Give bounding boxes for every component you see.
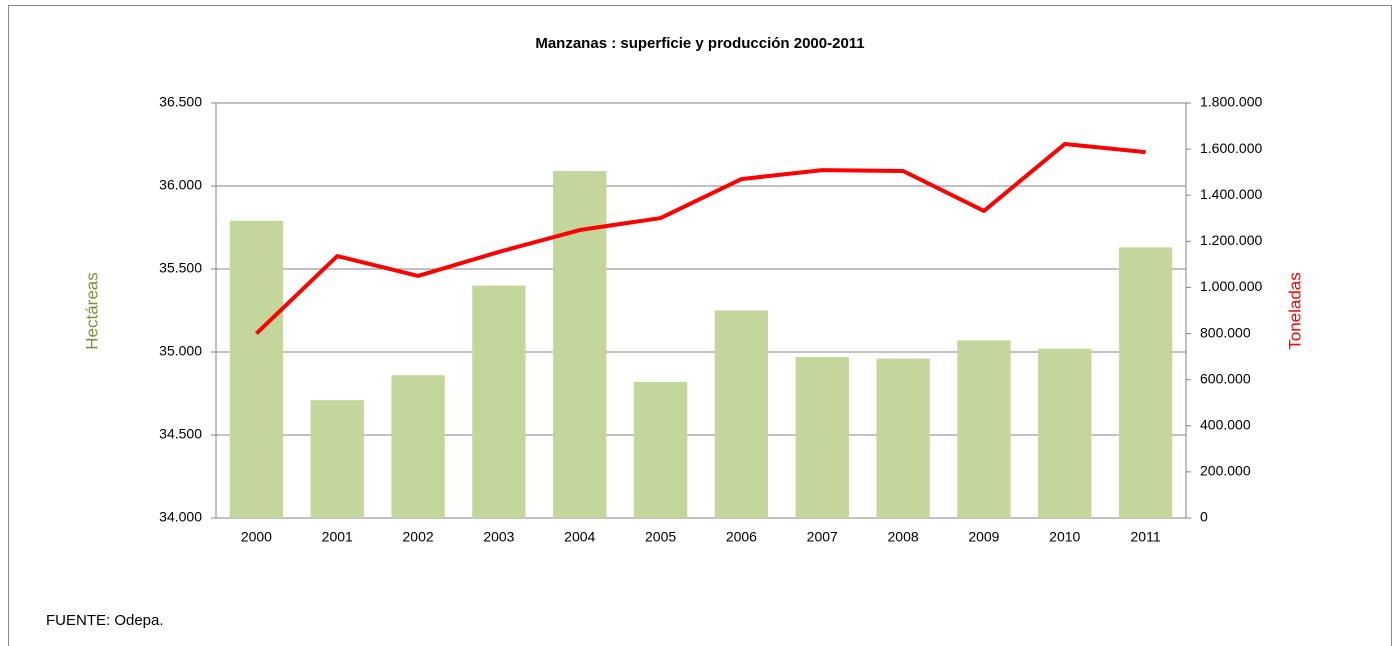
- y2-axis-label: Toneladas: [1285, 272, 1304, 350]
- y-tick-label: 35.500: [159, 260, 202, 276]
- bar: [1118, 247, 1173, 519]
- x-tick-label: 2004: [564, 529, 595, 545]
- y-tick-label: 36.000: [159, 177, 202, 193]
- bar: [553, 171, 607, 518]
- bar: [795, 356, 849, 518]
- bar: [876, 358, 930, 518]
- y2-tick-label: 1.000.000: [1200, 278, 1262, 294]
- x-tick-label: 2006: [726, 529, 757, 545]
- y-tick-label: 36.500: [159, 94, 202, 110]
- x-tick-label: 2009: [968, 529, 999, 545]
- bar: [391, 375, 445, 518]
- x-tick-label: 2003: [483, 529, 514, 545]
- y-tick-label: 34.000: [159, 509, 202, 525]
- bar: [1038, 348, 1092, 518]
- chart-border: [8, 5, 1392, 646]
- chart-title: Manzanas : superficie y producción 2000-…: [535, 35, 864, 52]
- y-axis-label: Hectáreas: [82, 272, 101, 349]
- y2-tick-label: 800.000: [1200, 324, 1251, 340]
- x-tick-label: 2005: [645, 529, 676, 545]
- y-tick-label: 34.500: [159, 426, 202, 442]
- x-tick-label: 2002: [403, 529, 434, 545]
- source-note: FUENTE: Odepa.: [46, 612, 164, 629]
- x-tick-label: 2001: [322, 529, 353, 545]
- x-tick-label: 2007: [807, 529, 838, 545]
- x-tick-label: 2000: [241, 529, 272, 545]
- bar: [310, 400, 364, 518]
- bar: [957, 340, 1011, 518]
- y2-tick-label: 400.000: [1200, 416, 1251, 432]
- bar: [472, 285, 526, 518]
- x-tick-label: 2008: [888, 529, 919, 545]
- y2-tick-label: 1.200.000: [1200, 232, 1262, 248]
- bar: [714, 310, 769, 518]
- x-tick-label: 2011: [1131, 529, 1161, 545]
- line: [255, 142, 1146, 335]
- bar: [229, 220, 284, 519]
- y2-tick-label: 600.000: [1200, 370, 1251, 386]
- y2-tick-label: 200.000: [1200, 463, 1251, 479]
- y2-tick-label: 1.800.000: [1200, 94, 1262, 110]
- plot-border: [215, 102, 1187, 519]
- y2-tick-label: 1.400.000: [1200, 186, 1262, 202]
- y2-tick-label: 0: [1200, 509, 1208, 525]
- y-tick-label: 35.000: [159, 343, 202, 359]
- bar: [633, 381, 688, 518]
- x-tick-label: 2010: [1049, 529, 1080, 545]
- y2-tick-label: 1.600.000: [1200, 140, 1262, 156]
